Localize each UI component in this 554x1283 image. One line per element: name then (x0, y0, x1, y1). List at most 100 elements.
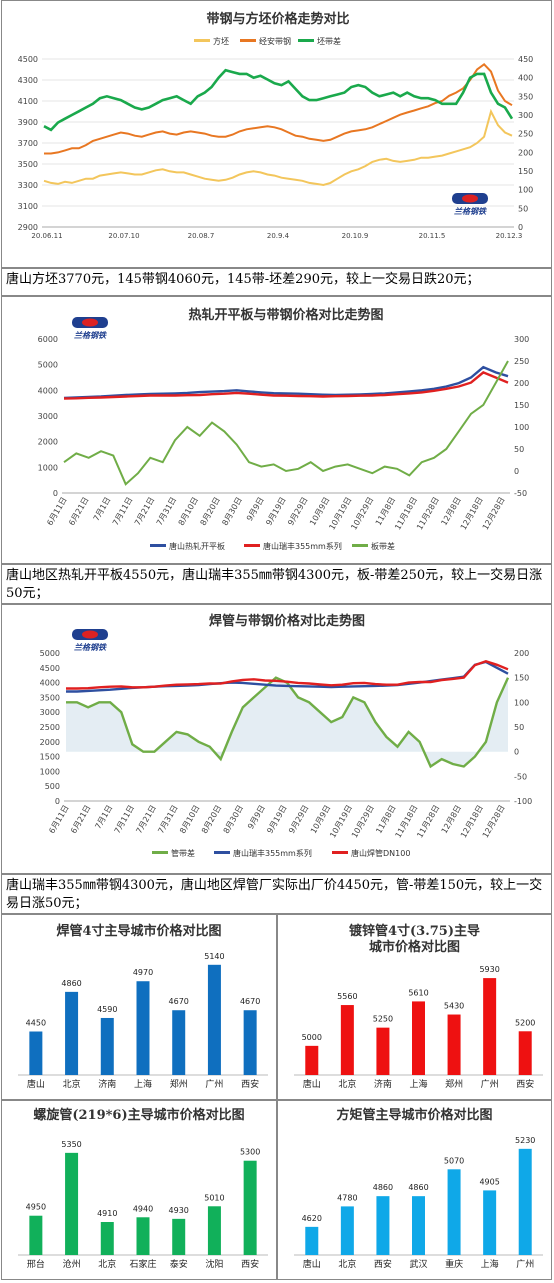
y-left-tick-label: 4500 (40, 664, 60, 673)
bar-category-label: 武汉 (409, 1258, 427, 1270)
bar-value-label: 4910 (97, 1209, 117, 1218)
legend-label: 经安带钢 (259, 36, 291, 46)
x-tick-label: 7月21日 (134, 804, 157, 836)
bar-category-label: 沈阳 (205, 1258, 223, 1270)
legend-label: 坯带差 (317, 36, 341, 46)
x-tick-label: 9月29日 (286, 496, 309, 528)
x-tick-label: 8月20日 (200, 804, 223, 836)
y-left-tick-label: 3000 (40, 708, 60, 717)
chart-title: 焊管与带钢价格对比走势图 (209, 613, 365, 629)
bar-category-label: 北京 (98, 1258, 116, 1270)
bar (376, 1027, 390, 1075)
bar-category-label: 泰安 (170, 1258, 188, 1270)
x-tick-label: 20.12.3 (496, 232, 523, 240)
x-tick-label: 7月11日 (111, 496, 134, 528)
bar-category-label: 邢台 (27, 1258, 45, 1270)
bar-value-label: 4670 (240, 997, 260, 1006)
y-left-tick-label: 3000 (38, 412, 58, 421)
logo-mark (462, 194, 478, 203)
bar-category-label: 北京 (338, 1258, 356, 1270)
chart-title: 焊管4寸主导城市价格对比图 (56, 923, 221, 939)
x-tick-label: 8月30日 (222, 804, 245, 836)
y-right-tick-label: 50 (518, 204, 528, 213)
bar-category-label: 石家庄 (129, 1258, 156, 1270)
bar-value-label: 4590 (97, 1005, 117, 1014)
caption-welded-pipe: 唐山瑞丰355㎜带钢4300元，唐山地区焊管厂实际出厂价4450元，管-带差15… (1, 874, 552, 914)
y-right-tick-label: 300 (514, 335, 529, 344)
x-tick-label: 8月30日 (220, 496, 243, 528)
x-tick-label: 6月11日 (45, 496, 68, 528)
bar-value-label: 4860 (408, 1183, 428, 1192)
x-tick-label: 12月28日 (481, 804, 507, 840)
bar-value-label: 5140 (204, 952, 224, 961)
x-tick-label: 9月19日 (264, 496, 287, 528)
bar (483, 1190, 497, 1255)
x-tick-label: 20.07.10 (108, 232, 139, 240)
y-right-tick-label: 150 (518, 167, 533, 176)
bar-value-label: 4940 (133, 1204, 153, 1213)
legend-label: 板带差 (371, 541, 395, 551)
y-right-tick-label: 0 (514, 467, 519, 476)
brand-logo: 兰格钢铁 (72, 317, 108, 340)
y-left-tick-label: 4000 (38, 386, 58, 395)
y-left-tick-label: 5000 (40, 649, 60, 658)
logo-mark (82, 630, 98, 639)
bar-value-label: 4930 (169, 1206, 189, 1215)
bar-category-label: 西安 (374, 1258, 392, 1270)
series-line-2 (43, 68, 514, 132)
y-left-tick-label: 3500 (18, 160, 38, 169)
series-line-0 (63, 365, 509, 400)
bar (447, 1014, 461, 1075)
bar-value-label: 5250 (373, 1015, 393, 1024)
x-tick-label: 10月29日 (349, 496, 375, 532)
bar (172, 1218, 186, 1255)
bar-value-label: 5560 (337, 992, 357, 1001)
logo-text: 兰格钢铁 (74, 331, 107, 340)
bar (29, 1031, 43, 1075)
y-left-tick-label: 2900 (18, 223, 38, 232)
bar-value-label: 5930 (479, 965, 499, 974)
series-line-2 (66, 660, 509, 690)
bar-category-label: 西安 (516, 1078, 534, 1090)
y-right-tick-label: 100 (514, 698, 529, 707)
y-left-tick-label: 3100 (18, 202, 38, 211)
y-right-tick-label: 400 (518, 74, 533, 83)
caption-strip-billet: 唐山方坯3770元，145带钢4060元，145带-坯差290元，较上一交易日跌… (1, 268, 552, 296)
x-tick-label: 11月28日 (415, 496, 441, 532)
chart-title: 方矩管主导城市价格对比图 (336, 1107, 492, 1123)
hot-rolled-line-chart: 热轧开平板与带钢价格对比走势图6000500040003000200010000… (38, 307, 530, 551)
y-left-tick-label: 2000 (38, 438, 58, 447)
bar-value-label: 4860 (373, 1183, 393, 1192)
x-tick-label: 12月28日 (481, 496, 507, 532)
bar-category-label: 西安 (241, 1078, 259, 1090)
x-tick-label: 10月29日 (350, 804, 376, 840)
legend-swatch (150, 544, 166, 547)
bar-category-label: 北京 (338, 1078, 356, 1090)
y-left-tick-label: 3500 (40, 693, 60, 702)
bar-category-label: 西安 (241, 1258, 259, 1270)
y-right-tick-label: 0 (518, 223, 523, 232)
bar (136, 981, 150, 1075)
bar (305, 1045, 319, 1075)
x-tick-label: 20.06.11 (31, 232, 62, 240)
y-left-tick-label: 6000 (38, 335, 58, 344)
x-tick-label: 8月10日 (178, 804, 201, 836)
legend-swatch (152, 851, 168, 854)
bar-value-label: 5230 (515, 1136, 535, 1145)
y-left-tick-label: 2000 (40, 738, 60, 747)
bar-value-label: 5200 (515, 1018, 535, 1027)
welded-4in-bar-chart: 焊管4寸主导城市价格对比图 4450 唐山 4860 北京 4590 济南 4970 上海 467… (18, 923, 268, 1090)
bar (100, 1017, 114, 1075)
bar-category-label: 广州 (205, 1078, 223, 1090)
y-left-tick-label: 0 (55, 797, 60, 806)
y-right-tick-label: 200 (514, 379, 529, 388)
bar-category-label: 北京 (63, 1078, 81, 1090)
chart-panel-strip-billet: 带钢与方坯价格走势对比 4500 4300 4100 3900 3700 3500 3300 3… (1, 0, 552, 268)
bar-value-label: 4970 (133, 968, 153, 977)
y-left-tick-label: 3900 (18, 118, 38, 127)
bar (518, 1031, 532, 1075)
legend-swatch (332, 851, 348, 854)
bar-value-label: 5430 (444, 1002, 464, 1011)
x-tick-label: 6月21日 (67, 496, 90, 528)
bar (305, 1226, 319, 1255)
